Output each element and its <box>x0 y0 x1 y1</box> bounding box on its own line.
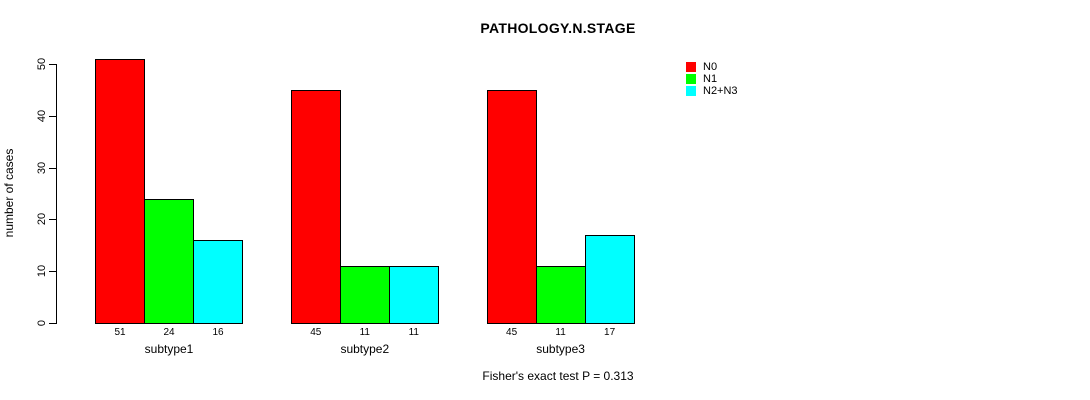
y-axis-tick-label: 40 <box>36 109 48 122</box>
legend-item: N1 <box>686 73 738 85</box>
bar-value-label: 24 <box>163 326 175 338</box>
bar-n2-n3 <box>584 234 635 324</box>
bar-value-label: 45 <box>506 326 518 338</box>
y-axis-tick <box>49 323 56 324</box>
bar-value-label: 51 <box>114 326 126 338</box>
bar-value-label: 11 <box>555 326 566 338</box>
x-category-label: subtype2 <box>340 341 390 356</box>
bar-value-label: 11 <box>408 326 419 338</box>
bar-n0 <box>486 89 537 324</box>
y-axis-tick <box>49 271 56 272</box>
chart-title: PATHOLOGY.N.STAGE <box>480 20 636 36</box>
legend-label: N0 <box>703 61 718 73</box>
legend-item: N0 <box>686 61 738 73</box>
bar-n2-n3 <box>388 265 439 324</box>
bar-n0 <box>290 89 341 324</box>
y-axis-tick <box>49 116 56 117</box>
y-axis-tick <box>49 168 56 169</box>
x-category-label: subtype1 <box>144 341 194 356</box>
legend-color-swatch <box>686 62 696 72</box>
y-axis-line <box>56 64 57 324</box>
y-axis-tick-label: 0 <box>36 319 48 326</box>
bar-value-label: 45 <box>310 326 322 338</box>
y-axis-tick-label: 30 <box>36 161 48 174</box>
legend-item: N2+N3 <box>686 85 738 97</box>
bar-n2-n3 <box>193 239 243 324</box>
y-axis-tick <box>49 219 56 220</box>
legend-color-swatch <box>686 74 696 84</box>
bar-value-label: 17 <box>604 326 616 338</box>
legend: N0 N1 N2+N3 <box>686 61 738 97</box>
legend-color-swatch <box>686 86 696 96</box>
bar-n1 <box>535 265 586 324</box>
y-axis-tick <box>49 64 56 65</box>
y-axis-tick-label: 20 <box>36 213 48 226</box>
bar-value-label: 16 <box>212 326 224 338</box>
y-axis-tick-label: 50 <box>36 57 48 71</box>
bar-n1 <box>144 198 194 324</box>
x-category-label: subtype3 <box>536 341 585 356</box>
annotation-text: Fisher's exact test P = 0.313 <box>482 369 634 383</box>
y-axis-tick-label: 10 <box>36 264 48 278</box>
legend-label: N1 <box>703 73 718 85</box>
legend-label: N2+N3 <box>703 85 738 97</box>
bar-n1 <box>339 265 390 324</box>
bar-value-label: 11 <box>359 326 370 338</box>
bar-n0 <box>95 58 145 324</box>
